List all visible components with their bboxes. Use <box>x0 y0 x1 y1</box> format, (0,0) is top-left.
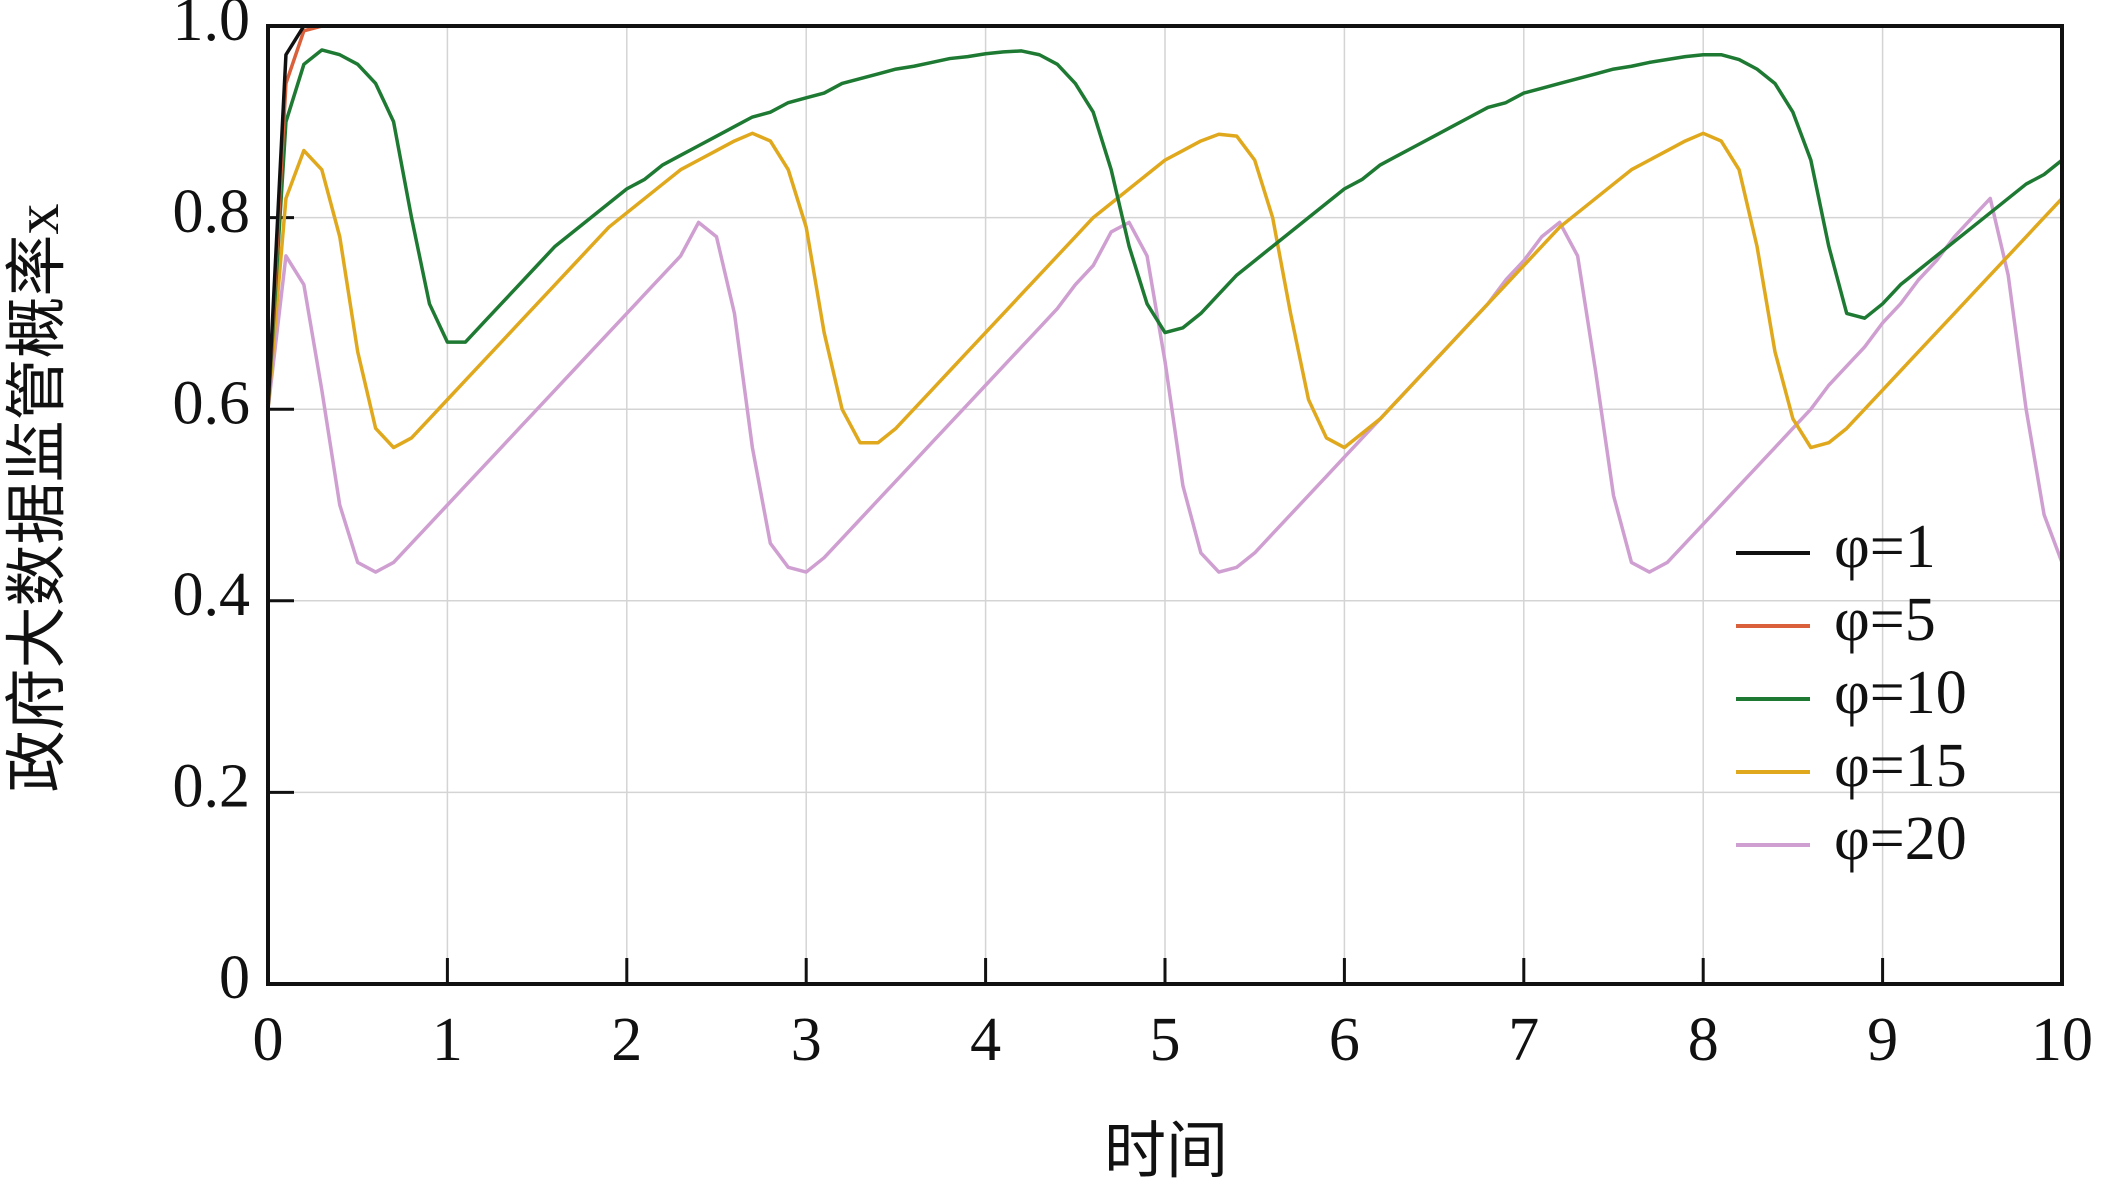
y-axis-label: 政府大数据监管概率x <box>4 203 72 792</box>
y-tick-label: 0.8 <box>173 178 251 246</box>
x-tick-label: 8 <box>1688 1006 1719 1074</box>
x-tick-label: 4 <box>970 1006 1001 1074</box>
legend-label: φ=1 <box>1834 513 1936 581</box>
legend-label: φ=15 <box>1834 732 1967 800</box>
legend-label: φ=20 <box>1834 805 1967 873</box>
x-tick-label: 10 <box>2031 1006 2093 1074</box>
y-tick-label: 0 <box>219 944 250 1012</box>
y-tick-label: 1.0 <box>173 0 251 54</box>
x-tick-label: 9 <box>1867 1006 1898 1074</box>
series-line <box>266 48 2064 410</box>
x-tick-label: 7 <box>1508 1006 1539 1074</box>
legend-label: φ=5 <box>1834 586 1936 654</box>
x-tick-label: 2 <box>611 1006 642 1074</box>
x-tick-label: 6 <box>1329 1006 1360 1074</box>
plot-frame <box>266 24 2064 986</box>
x-tick-label: 0 <box>253 1006 284 1074</box>
x-tick-label: 1 <box>432 1006 463 1074</box>
x-axis-label: 时间 <box>1104 1118 1228 1186</box>
y-tick-label: 0.6 <box>173 369 251 437</box>
x-tick-label: 3 <box>791 1006 822 1074</box>
x-tick-label: 5 <box>1150 1006 1181 1074</box>
series-line <box>266 131 2064 450</box>
series-line <box>266 196 2064 574</box>
legend-label: φ=10 <box>1834 659 1967 727</box>
y-tick-label: 0.4 <box>173 561 251 629</box>
y-tick-label: 0.2 <box>173 753 251 821</box>
